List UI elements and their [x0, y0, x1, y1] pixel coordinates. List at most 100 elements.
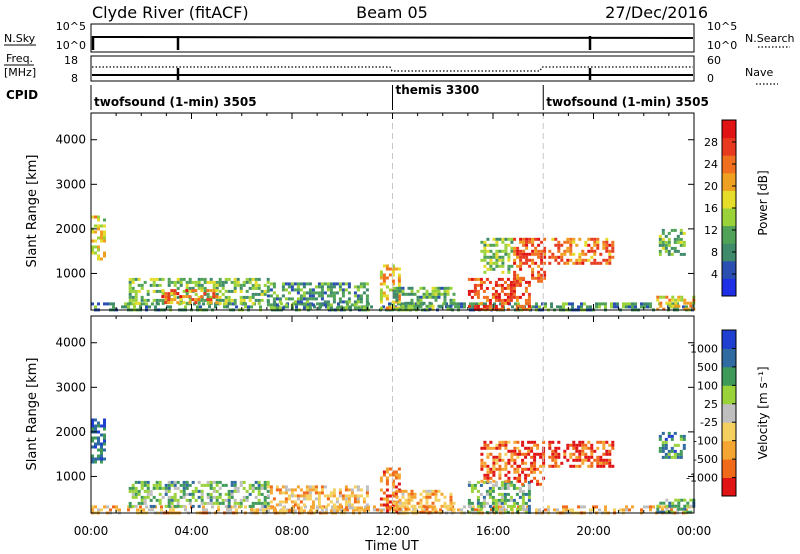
velocity-time-markers [392, 316, 544, 513]
data-cell [473, 289, 477, 293]
data-cell [584, 252, 588, 256]
data-cell [154, 305, 157, 309]
data-cell [209, 486, 213, 490]
data-cell [248, 492, 252, 496]
data-cell [269, 500, 273, 504]
data-cell [569, 240, 573, 244]
data-cell [602, 243, 606, 247]
data-cell [365, 494, 369, 498]
data-cell [433, 505, 436, 509]
data-cell [661, 449, 665, 453]
data-cell [212, 292, 216, 296]
data-cell [434, 489, 438, 493]
data-cell [562, 505, 565, 509]
data-cell [275, 297, 279, 301]
data-cell [350, 491, 354, 495]
data-cell [394, 491, 398, 495]
data-cell [379, 479, 383, 483]
data-cell [103, 302, 106, 306]
data-cell [319, 302, 322, 306]
data-cell [506, 292, 510, 296]
data-cell [533, 476, 537, 480]
data-cell [497, 298, 501, 302]
data-cell [524, 501, 528, 505]
colorbar-swatch [722, 243, 736, 262]
data-cell [674, 301, 678, 305]
data-cell [495, 264, 499, 268]
data-cell [134, 298, 138, 302]
data-cell [509, 289, 513, 293]
data-cell [407, 498, 411, 502]
data-cell [497, 492, 501, 496]
data-cell [94, 505, 97, 509]
data-cell [677, 498, 681, 502]
data-cell [659, 295, 663, 299]
colorbar-swatch [722, 477, 736, 497]
data-cell [497, 283, 501, 287]
data-cell [479, 286, 483, 290]
data-cell [146, 292, 150, 296]
data-cell [91, 248, 94, 252]
data-cell [483, 246, 487, 250]
data-cell [392, 307, 396, 311]
data-cell [143, 280, 147, 284]
data-cell [446, 289, 450, 293]
data-cell [398, 510, 402, 514]
data-cell [382, 503, 386, 507]
data-cell [305, 306, 309, 310]
data-cell [413, 304, 417, 308]
data-cell [527, 440, 531, 444]
data-cell [434, 495, 438, 499]
data-cell [476, 277, 480, 281]
data-cell [661, 246, 665, 250]
data-cell [478, 302, 481, 306]
data-cell [486, 446, 490, 450]
data-cell [527, 283, 531, 287]
data-cell [538, 305, 541, 309]
data-cell [356, 497, 360, 501]
data-cell [290, 491, 294, 495]
data-cell [188, 501, 192, 505]
data-cell [103, 224, 106, 228]
data-cell [182, 483, 186, 487]
data-cell [194, 283, 198, 287]
data-cell [382, 294, 386, 298]
data-cell [683, 504, 687, 508]
data-cell [425, 498, 429, 502]
data-cell [658, 446, 662, 450]
data-cell [611, 246, 615, 250]
data-cell [398, 498, 402, 502]
data-cell [317, 291, 321, 295]
data-cell [569, 252, 573, 256]
data-cell [260, 292, 264, 296]
data-cell [531, 249, 535, 253]
data-cell [489, 264, 493, 268]
data-cell [515, 507, 519, 511]
colorbar-tick-label: -1000 [686, 472, 718, 485]
data-cell [202, 302, 205, 306]
data-cell [542, 452, 546, 456]
data-cell [103, 233, 106, 237]
data-cell [103, 427, 106, 431]
data-cell [230, 480, 234, 484]
data-cell [100, 451, 103, 455]
data-cell [524, 289, 528, 293]
data-cell [562, 508, 565, 512]
data-region [128, 480, 270, 508]
data-region [379, 467, 401, 513]
data-cell [158, 492, 162, 496]
data-cell [563, 261, 567, 265]
data-cell [497, 498, 501, 502]
data-cell [343, 508, 346, 512]
data-cell [565, 302, 568, 306]
data-cell [100, 454, 103, 458]
data-cell [680, 298, 684, 302]
data-cell [551, 255, 555, 259]
data-cell [97, 439, 100, 443]
data-cell [608, 243, 612, 247]
data-cell [152, 289, 156, 293]
data-cell [281, 491, 285, 495]
data-cell [344, 497, 348, 501]
data-cell [504, 461, 508, 465]
